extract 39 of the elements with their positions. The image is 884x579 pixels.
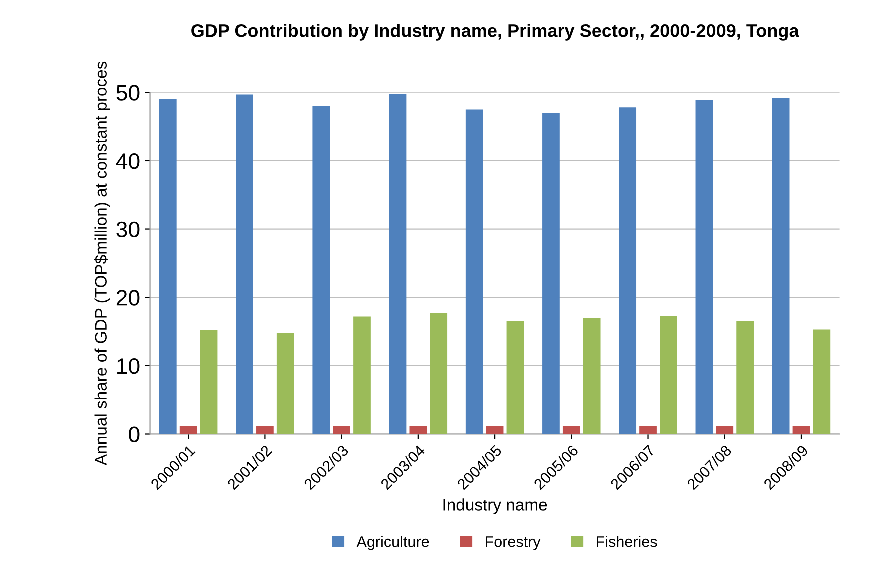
y-tick-label: 50 xyxy=(116,85,140,101)
bar xyxy=(792,426,810,434)
y-tick-label: 10 xyxy=(118,358,140,374)
bar xyxy=(562,426,580,434)
bar xyxy=(410,426,428,434)
bar xyxy=(276,333,294,434)
bar xyxy=(486,426,504,434)
legend-label: Fisheries xyxy=(597,536,658,548)
y-tick-label: 20 xyxy=(116,290,140,306)
bar xyxy=(159,99,177,434)
bar xyxy=(583,318,601,434)
chart-title: GDP Contribution by Industry name, Primary Sector,, 2000-2009, Tonga xyxy=(192,24,800,41)
y-tick-label: 40 xyxy=(116,153,140,170)
x-axis-title: Industry name xyxy=(444,498,548,514)
bar xyxy=(180,426,198,434)
bar xyxy=(200,330,218,434)
y-axis-title: Annual share of GDP (TOP$million) at constant proces xyxy=(94,62,110,466)
bar xyxy=(813,330,831,434)
y-tick-label: 0 xyxy=(129,426,140,443)
bar xyxy=(236,94,254,434)
bar xyxy=(312,106,330,434)
bar xyxy=(660,316,678,434)
bar xyxy=(736,322,754,434)
bar xyxy=(716,426,734,434)
bar xyxy=(772,98,790,434)
bar xyxy=(389,94,407,434)
bar xyxy=(640,426,657,434)
bar xyxy=(542,113,560,434)
legend-label: Forestry xyxy=(486,536,541,550)
bar xyxy=(430,313,448,434)
legend-label: Agriculture xyxy=(356,536,430,550)
bar xyxy=(333,426,350,434)
bar xyxy=(466,110,484,434)
bar xyxy=(619,108,637,434)
bar xyxy=(696,100,714,434)
bar xyxy=(506,322,524,434)
bar xyxy=(354,316,371,434)
y-tick-label: 30 xyxy=(116,222,140,238)
bar xyxy=(256,426,274,434)
